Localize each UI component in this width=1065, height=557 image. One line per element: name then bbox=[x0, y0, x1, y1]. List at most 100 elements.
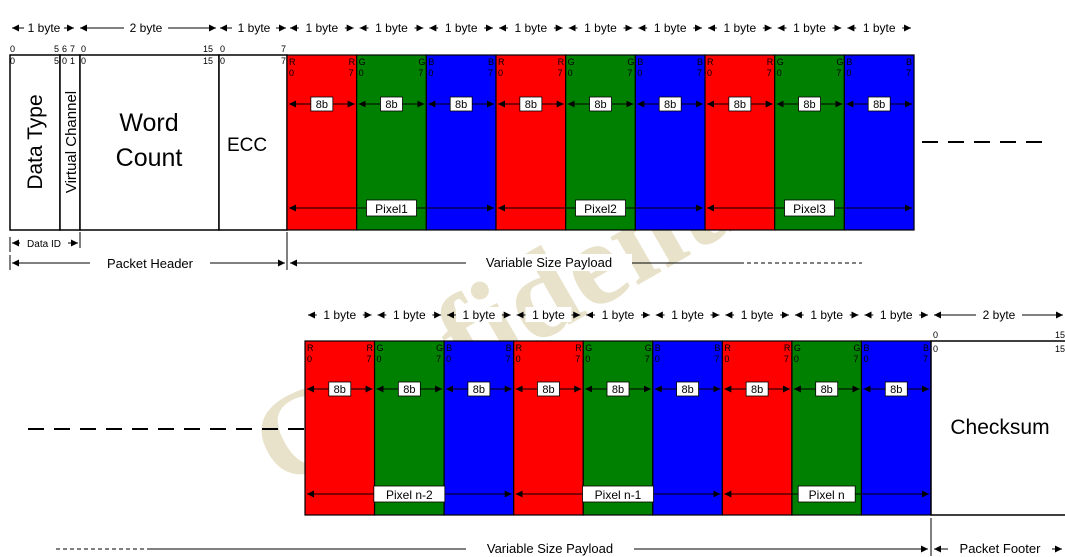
virtual-channel-label: Virtual Channel bbox=[63, 91, 80, 193]
byte-block-red bbox=[704, 54, 776, 231]
channel-letter: R bbox=[558, 57, 565, 67]
bit-index: 0 bbox=[777, 68, 782, 78]
byte-block-red bbox=[495, 54, 567, 231]
bit-index: 15 bbox=[1055, 344, 1065, 354]
packet-header-label: Packet Header bbox=[107, 256, 194, 271]
bit-index: 0 bbox=[289, 68, 294, 78]
channel-letter: B bbox=[655, 343, 661, 353]
bit-index: 0 bbox=[568, 68, 573, 78]
byte-block-blue bbox=[634, 54, 706, 231]
byte-width-label: 1 byte bbox=[741, 308, 774, 322]
bit-index: 7 bbox=[506, 354, 511, 364]
byte-width-label: 1 byte bbox=[863, 21, 896, 35]
byte-width-label: 1 byte bbox=[724, 21, 757, 35]
bit-width-label: 8b bbox=[455, 99, 467, 111]
bit-index: 0 bbox=[81, 44, 86, 54]
pixel-label: Pixel2 bbox=[584, 202, 617, 216]
bit-index: 7 bbox=[906, 68, 911, 78]
bit-index: 1 bbox=[70, 56, 75, 66]
channel-letter: R bbox=[367, 343, 374, 353]
word-count-label-1: Word bbox=[119, 109, 178, 137]
channel-letter: G bbox=[359, 57, 366, 67]
channel-letter: G bbox=[777, 57, 784, 67]
channel-letter: R bbox=[707, 57, 714, 67]
word-count-field bbox=[79, 54, 220, 231]
channel-letter: R bbox=[498, 57, 505, 67]
bit-index: 7 bbox=[784, 354, 789, 364]
bit-index: 15 bbox=[203, 56, 213, 66]
bit-index: 7 bbox=[281, 56, 286, 66]
byte-width-label: 1 byte bbox=[654, 21, 687, 35]
byte-width-label: 1 byte bbox=[305, 21, 338, 35]
pixel-group: Pixel3 bbox=[707, 199, 913, 217]
packet-footer-label: Packet Footer bbox=[960, 541, 1042, 556]
bit-index: 7 bbox=[558, 68, 563, 78]
bit-width-label: 8b bbox=[681, 384, 693, 396]
bit-width-label: 8b bbox=[890, 384, 902, 396]
bit-index: 7 bbox=[645, 354, 650, 364]
bit-index: 0 bbox=[307, 354, 312, 364]
bit-index: 7 bbox=[436, 354, 441, 364]
bit-index: 0 bbox=[707, 68, 712, 78]
bit-index: 7 bbox=[714, 354, 719, 364]
payload-label-bottom: Variable Size Payload bbox=[487, 541, 613, 556]
byte-width-label: 1 byte bbox=[463, 308, 496, 322]
bit-index: 0 bbox=[498, 68, 503, 78]
bit-width-label: 8b bbox=[821, 384, 833, 396]
pixel-group: Pixel1 bbox=[289, 199, 495, 217]
byte-block-blue bbox=[843, 54, 915, 231]
bit-width-label: 8b bbox=[734, 99, 746, 111]
pixel-group: Pixel2 bbox=[498, 199, 704, 217]
bit-width-label: 8b bbox=[594, 99, 606, 111]
bit-index: 7 bbox=[418, 68, 423, 78]
data-id-label: Data ID bbox=[27, 239, 61, 250]
channel-letter: B bbox=[428, 57, 434, 67]
channel-letter: B bbox=[846, 57, 852, 67]
byte-block-blue bbox=[860, 340, 932, 516]
bit-index: 0 bbox=[428, 68, 433, 78]
bit-index: 0 bbox=[516, 354, 521, 364]
channel-letter: B bbox=[923, 343, 929, 353]
bit-width-label: 8b bbox=[473, 384, 485, 396]
channel-letter: R bbox=[784, 343, 791, 353]
bit-index: 0 bbox=[10, 44, 15, 54]
bit-index: 0 bbox=[585, 354, 590, 364]
bit-index: 6 bbox=[62, 44, 67, 54]
byte-block-red bbox=[513, 340, 584, 516]
bit-index: 0 bbox=[359, 68, 364, 78]
bit-width-label: 8b bbox=[664, 99, 676, 111]
pixel-label: Pixel n bbox=[809, 488, 845, 502]
bit-index: 0 bbox=[377, 354, 382, 364]
bit-index: 7 bbox=[367, 354, 372, 364]
bit-width-label: 8b bbox=[542, 384, 554, 396]
channel-letter: B bbox=[446, 343, 452, 353]
channel-letter: G bbox=[645, 343, 652, 353]
bit-index: 7 bbox=[281, 44, 286, 54]
bit-index: 0 bbox=[933, 330, 938, 340]
bit-index: 0 bbox=[863, 354, 868, 364]
channel-letter: G bbox=[836, 57, 843, 67]
checksum-label: Checksum bbox=[950, 416, 1049, 439]
bit-index: 0 bbox=[220, 56, 225, 66]
bit-index: 7 bbox=[488, 68, 493, 78]
data-type-label: Data Type bbox=[24, 94, 47, 189]
bit-index: 7 bbox=[627, 68, 632, 78]
channel-letter: B bbox=[506, 343, 512, 353]
channel-letter: B bbox=[637, 57, 643, 67]
bit-index: 15 bbox=[1055, 330, 1065, 340]
bit-index: 0 bbox=[846, 68, 851, 78]
byte-width-label: 1 byte bbox=[445, 21, 478, 35]
channel-letter: B bbox=[714, 343, 720, 353]
bit-index: 5 bbox=[54, 44, 59, 54]
bit-width-label: 8b bbox=[803, 99, 815, 111]
payload-label-top: Variable Size Payload bbox=[486, 255, 612, 270]
top-pixel-groups: Pixel1 Pixel2 Pixel3 bbox=[289, 199, 913, 217]
bit-index: 7 bbox=[767, 68, 772, 78]
